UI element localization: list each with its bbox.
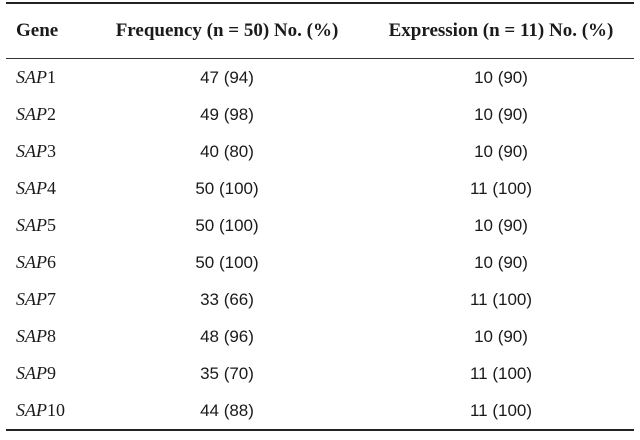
header-frequency: Frequency (n = 50) No. (%) <box>115 20 339 41</box>
frequency-cell: 44 (88) <box>200 400 254 420</box>
table-row: SAP4 50 (100) 11 (100) <box>6 170 634 207</box>
gene-cell: SAP5 <box>6 207 86 244</box>
gene-cell: SAP1 <box>6 59 86 97</box>
frequency-cell: 33 (66) <box>200 289 254 309</box>
table-row: SAP3 40 (80) 10 (90) <box>6 133 634 170</box>
frequency-cell: 50 (100) <box>195 178 259 198</box>
header-expression: Expression (n = 11) No. (%) <box>388 20 614 41</box>
gene-number: 10 <box>47 400 65 420</box>
sap-gene-table: Gene Frequency (n = 50) No. (%) Expressi… <box>6 2 634 431</box>
gene-number: 6 <box>47 252 56 272</box>
gene-number: 9 <box>47 363 56 383</box>
table-body: SAP1 47 (94) 10 (90) SAP2 49 (98) 10 (90) SAP3… <box>6 59 634 430</box>
table-row: SAP8 48 (96) 10 (90) <box>6 318 634 355</box>
gene-number: 1 <box>47 67 56 87</box>
gene-number: 4 <box>47 178 56 198</box>
frequency-cell: 40 (80) <box>200 141 254 161</box>
table-row: SAP9 35 (70) 11 (100) <box>6 355 634 392</box>
frequency-cell: 47 (94) <box>200 67 254 87</box>
gene-number: 7 <box>47 289 56 309</box>
gene-cell: SAP8 <box>6 318 86 355</box>
gene-cell: SAP3 <box>6 133 86 170</box>
gene-prefix: SAP <box>16 363 47 383</box>
gene-prefix: SAP <box>16 215 47 235</box>
frequency-cell: 50 (100) <box>195 215 259 235</box>
expression-cell: 10 (90) <box>474 252 528 272</box>
expression-cell: 11 (100) <box>469 400 533 420</box>
data-table-container: Gene Frequency (n = 50) No. (%) Expressi… <box>6 2 634 431</box>
expression-cell: 10 (90) <box>474 141 528 161</box>
frequency-cell: 50 (100) <box>195 252 259 272</box>
table-row: SAP7 33 (66) 11 (100) <box>6 281 634 318</box>
table-row: SAP1 47 (94) 10 (90) <box>6 59 634 97</box>
expression-cell: 10 (90) <box>474 104 528 124</box>
gene-prefix: SAP <box>16 289 47 309</box>
gene-prefix: SAP <box>16 326 47 346</box>
gene-number: 3 <box>47 141 56 161</box>
gene-number: 2 <box>47 104 56 124</box>
header-gene: Gene <box>16 20 59 41</box>
gene-prefix: SAP <box>16 252 47 272</box>
gene-cell: SAP9 <box>6 355 86 392</box>
expression-cell: 10 (90) <box>474 326 528 346</box>
table-header: Gene Frequency (n = 50) No. (%) Expressi… <box>6 3 634 59</box>
expression-cell: 11 (100) <box>469 178 533 198</box>
expression-cell: 11 (100) <box>469 289 533 309</box>
table-row: SAP2 49 (98) 10 (90) <box>6 96 634 133</box>
frequency-cell: 48 (96) <box>200 326 254 346</box>
gene-cell: SAP6 <box>6 244 86 281</box>
expression-cell: 11 (100) <box>469 363 533 383</box>
gene-prefix: SAP <box>16 178 47 198</box>
table-row: SAP6 50 (100) 10 (90) <box>6 244 634 281</box>
gene-cell: SAP2 <box>6 96 86 133</box>
expression-cell: 10 (90) <box>474 67 528 87</box>
expression-cell: 10 (90) <box>474 215 528 235</box>
frequency-cell: 35 (70) <box>200 363 254 383</box>
header-row: Gene Frequency (n = 50) No. (%) Expressi… <box>6 3 634 59</box>
gene-cell: SAP4 <box>6 170 86 207</box>
gene-number: 5 <box>47 215 56 235</box>
gene-prefix: SAP <box>16 67 47 87</box>
gene-prefix: SAP <box>16 141 47 161</box>
gene-prefix: SAP <box>16 104 47 124</box>
gene-prefix: SAP <box>16 400 47 420</box>
table-row: SAP10 44 (88) 11 (100) <box>6 392 634 430</box>
gene-cell: SAP7 <box>6 281 86 318</box>
gene-cell: SAP10 <box>6 392 86 430</box>
gene-number: 8 <box>47 326 56 346</box>
frequency-cell: 49 (98) <box>200 104 254 124</box>
table-row: SAP5 50 (100) 10 (90) <box>6 207 634 244</box>
